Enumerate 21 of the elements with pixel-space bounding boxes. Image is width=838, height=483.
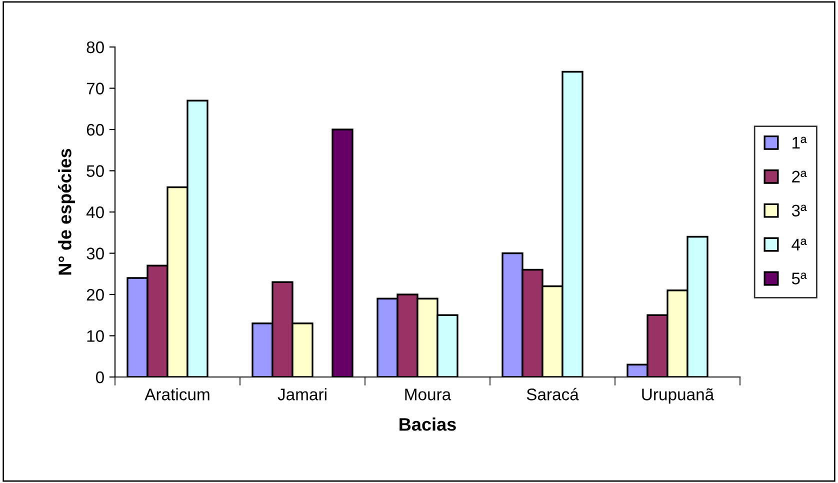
legend-label: 2ª	[792, 170, 807, 182]
y-tick-label: 50	[86, 165, 104, 177]
legend-label: 5ª	[792, 272, 807, 284]
y-tick-label: 30	[86, 248, 104, 260]
y-axis-title: N° de espécies	[58, 148, 75, 275]
legend-label: 1ª	[792, 136, 807, 148]
legend-label: 3ª	[792, 204, 807, 217]
x-tick-label: Jamari	[278, 388, 326, 400]
y-tick-label: 60	[86, 124, 104, 136]
y-tick-label: 70	[86, 82, 104, 94]
y-tick-label: 0	[96, 371, 104, 384]
x-tick-label: Urupuanã	[642, 388, 714, 404]
y-tick-label: 10	[87, 330, 104, 342]
x-tick-label: Saracá	[526, 388, 579, 400]
legend-label: 4ª	[792, 238, 807, 250]
x-tick-label: Moura	[405, 388, 452, 400]
x-tick-label: Araticum	[144, 388, 210, 400]
y-tick-label: 80	[86, 41, 104, 54]
x-axis-title: Bacias	[400, 418, 456, 431]
y-tick-label: 40	[86, 206, 104, 218]
y-tick-label: 20	[86, 288, 104, 301]
